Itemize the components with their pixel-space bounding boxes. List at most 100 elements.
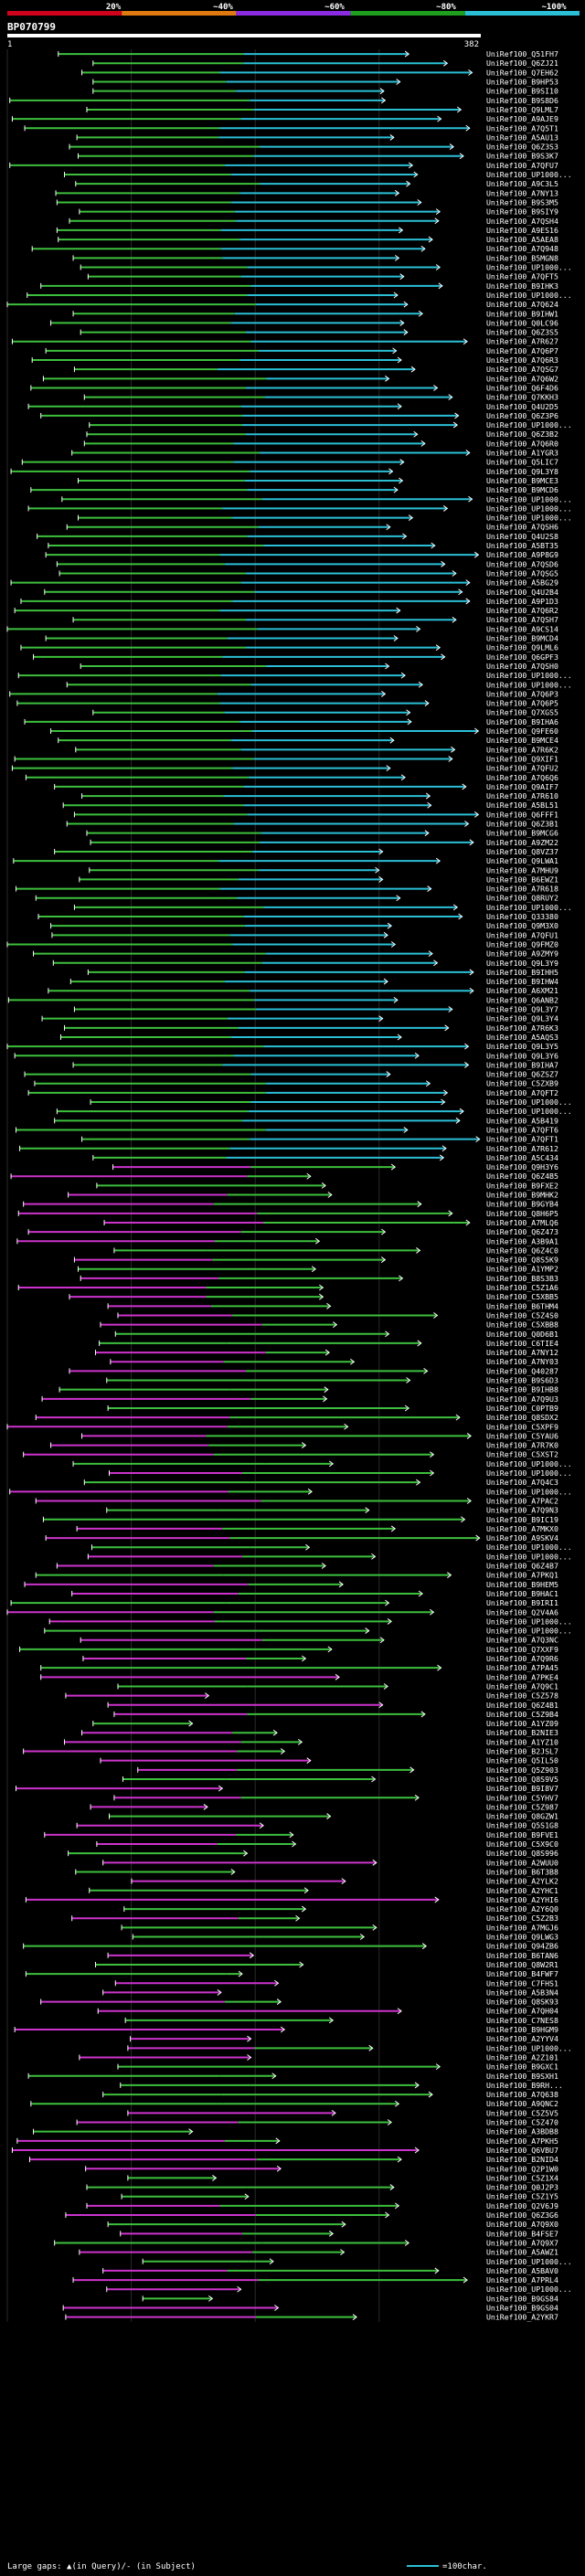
hit-label[interactable]: UniRef100_B9I8V7 <box>486 1784 558 1793</box>
hit-label[interactable]: UniRef100_Q6FFF1 <box>486 810 558 819</box>
hit-label[interactable]: UniRef100_Q8SDX2 <box>486 1413 558 1422</box>
hit-label[interactable]: UniRef100_A7QFU2 <box>486 764 558 773</box>
hit-label[interactable]: UniRef100_Q6Z473 <box>486 1227 558 1236</box>
hit-label[interactable]: UniRef100_A9CS14 <box>486 624 558 633</box>
hit-label[interactable]: UniRef100_C5Z9B4 <box>486 1710 558 1719</box>
hit-label[interactable]: UniRef100_A7Q6R0 <box>486 439 558 448</box>
hit-label[interactable]: UniRef100_Q6Z3B2 <box>486 429 558 439</box>
hit-label[interactable]: UniRef100_A9ES16 <box>486 226 558 235</box>
hit-label[interactable]: UniRef100_UP1000... <box>486 2043 572 2052</box>
hit-label[interactable]: UniRef100_A7MLQ6 <box>486 1218 558 1227</box>
hit-label[interactable]: UniRef100_A7MHU9 <box>486 865 558 875</box>
hit-label[interactable]: UniRef100_UP1000... <box>486 1627 572 1636</box>
hit-label[interactable]: UniRef100_C5Z1Y5 <box>486 2192 558 2201</box>
hit-label[interactable]: UniRef100_A9C3L5 <box>486 179 558 188</box>
hit-label[interactable]: UniRef100_B9IHH5 <box>486 968 558 977</box>
hit-label[interactable]: UniRef100_A7Q9N3 <box>486 1506 558 1515</box>
hit-label[interactable]: UniRef100_UP1000... <box>486 1542 572 1552</box>
hit-label[interactable]: UniRef100_Q8S5K9 <box>486 1256 558 1265</box>
hit-label[interactable]: UniRef100_A7QFT5 <box>486 272 558 281</box>
hit-label[interactable]: UniRef100_Q6Z3P6 <box>486 411 558 420</box>
hit-label[interactable]: UniRef100_Q9LWG3 <box>486 1933 558 1942</box>
hit-label[interactable]: UniRef100_A7Q6W2 <box>486 374 558 383</box>
hit-label[interactable]: UniRef100_A9ZMY9 <box>486 949 558 959</box>
hit-label[interactable]: UniRef100_B9HEM5 <box>486 1580 558 1589</box>
hit-label[interactable]: UniRef100_Q5Z903 <box>486 1765 558 1775</box>
hit-label[interactable]: UniRef100_Q40287 <box>486 1366 558 1375</box>
hit-label[interactable]: UniRef100_C5YHV7 <box>486 1793 558 1802</box>
hit-label[interactable]: UniRef100_C5X9C0 <box>486 1839 558 1849</box>
hit-label[interactable]: UniRef100_UP1000... <box>486 2284 572 2294</box>
hit-label[interactable]: UniRef100_A7QSH4 <box>486 217 558 226</box>
hit-label[interactable]: UniRef100_B2NIE3 <box>486 1728 558 1737</box>
hit-label[interactable]: UniRef100_Q6ZSZ7 <box>486 1070 558 1079</box>
hit-label[interactable]: UniRef100_B9MHK2 <box>486 1191 558 1200</box>
hit-label[interactable]: UniRef100_A7Q6R2 <box>486 606 558 615</box>
hit-label[interactable]: UniRef100_B9MCE3 <box>486 476 558 485</box>
hit-label[interactable]: UniRef100_B9MCD6 <box>486 485 558 494</box>
hit-label[interactable]: UniRef100_UP1000... <box>486 671 572 680</box>
hit-label[interactable]: UniRef100_UP1000... <box>486 1487 572 1496</box>
hit-label[interactable]: UniRef100_B6T3B8 <box>486 1867 558 1876</box>
hit-label[interactable]: UniRef100_A5AU13 <box>486 133 558 142</box>
hit-label[interactable]: UniRef100_C7NES8 <box>486 2016 558 2025</box>
hit-label[interactable]: UniRef100_B9FVE1 <box>486 1830 558 1839</box>
hit-label[interactable]: UniRef100_B9SXH1 <box>486 2072 558 2081</box>
hit-label[interactable]: UniRef100_A7NY12 <box>486 1348 558 1357</box>
hit-label[interactable]: UniRef100_B9HGM9 <box>486 2025 558 2034</box>
hit-label[interactable]: UniRef100_Q9FMZ0 <box>486 939 558 949</box>
hit-label[interactable]: UniRef100_B9MCE4 <box>486 736 558 745</box>
hit-label[interactable]: UniRef100_B4FSE7 <box>486 2229 558 2238</box>
hit-label[interactable]: UniRef100_UP1000... <box>486 1468 572 1478</box>
hit-label[interactable]: UniRef100_Q6Z3S5 <box>486 328 558 337</box>
hit-label[interactable]: UniRef100_A7QSH7 <box>486 615 558 624</box>
hit-label[interactable]: UniRef100_A7QH04 <box>486 2007 558 2016</box>
hit-label[interactable]: UniRef100_Q8W2R1 <box>486 1960 558 1969</box>
hit-label[interactable]: UniRef100_UP1000... <box>486 1459 572 1468</box>
hit-label[interactable]: UniRef100_C5XBB5 <box>486 1292 558 1301</box>
hit-label[interactable]: UniRef100_B6THM4 <box>486 1301 558 1310</box>
hit-label[interactable]: UniRef100_A7MGJ6 <box>486 1923 558 1932</box>
hit-label[interactable]: UniRef100_A5BT35 <box>486 541 558 550</box>
hit-label[interactable]: UniRef100_B9IHA7 <box>486 1060 558 1069</box>
hit-label[interactable]: UniRef100_A7Q948 <box>486 244 558 253</box>
hit-label[interactable]: UniRef100_Q6GPF3 <box>486 652 558 662</box>
hit-label[interactable]: UniRef100_A7PKE4 <box>486 1672 558 1681</box>
hit-label[interactable]: UniRef100_UP1000... <box>486 1617 572 1626</box>
hit-label[interactable]: UniRef100_A7PKH5 <box>486 2136 558 2146</box>
hit-label[interactable]: UniRef100_Q9L3Y8 <box>486 467 558 476</box>
hit-label[interactable]: UniRef100_A2Z101 <box>486 2052 558 2062</box>
hit-label[interactable]: UniRef100_Q6ANB2 <box>486 995 558 1004</box>
hit-label[interactable]: UniRef100_Q9LML6 <box>486 643 558 652</box>
hit-label[interactable]: UniRef100_B9S3M5 <box>486 197 558 207</box>
hit-label[interactable]: UniRef100_B8S3B3 <box>486 1274 558 1283</box>
hit-label[interactable]: UniRef100_A2YHI6 <box>486 1895 558 1904</box>
hit-label[interactable]: UniRef100_A7Q9X0 <box>486 2220 558 2229</box>
hit-label[interactable]: UniRef100_B9IHW1 <box>486 309 558 318</box>
hit-label[interactable]: UniRef100_UP1000... <box>486 263 572 272</box>
hit-label[interactable]: UniRef100_Q9XIF1 <box>486 754 558 763</box>
hit-label[interactable]: UniRef100_B9GYB4 <box>486 1200 558 1209</box>
hit-label[interactable]: UniRef100_Q8S9V5 <box>486 1775 558 1784</box>
hit-label[interactable]: UniRef100_B9S8D6 <box>486 96 558 105</box>
hit-label[interactable]: UniRef100_B9HAC1 <box>486 1589 558 1598</box>
hit-label[interactable]: UniRef100_A7QSH0 <box>486 662 558 671</box>
hit-label[interactable]: UniRef100_B9GS84 <box>486 2294 558 2303</box>
hit-label[interactable]: UniRef100_C5Z5V5 <box>486 2108 558 2117</box>
hit-label[interactable]: UniRef100_A7Q9C1 <box>486 1681 558 1691</box>
hit-label[interactable]: UniRef100_Q4U2B4 <box>486 588 558 597</box>
hit-label[interactable]: UniRef100_A7Q9X7 <box>486 2238 558 2247</box>
hit-label[interactable]: UniRef100_A7Q5T1 <box>486 123 558 133</box>
hit-label[interactable]: UniRef100_UP1000... <box>486 903 572 912</box>
hit-label[interactable]: UniRef100_A2Y6Q0 <box>486 1904 558 1913</box>
hit-label[interactable]: UniRef100_Q9M3X0 <box>486 921 558 930</box>
hit-label[interactable]: UniRef100_A7Q6Q6 <box>486 773 558 782</box>
hit-label[interactable]: UniRef100_A7R612 <box>486 1144 558 1153</box>
hit-label[interactable]: UniRef100_A7Q6P7 <box>486 346 558 355</box>
hit-label[interactable]: UniRef100_B9FXE2 <box>486 1181 558 1190</box>
hit-label[interactable]: UniRef100_Q6Z3G6 <box>486 2210 558 2220</box>
hit-label[interactable]: UniRef100_A2YLK2 <box>486 1877 558 1886</box>
hit-label[interactable]: UniRef100_A5B419 <box>486 1116 558 1125</box>
hit-label[interactable]: UniRef100_C7FHS1 <box>486 1978 558 1988</box>
hit-label[interactable]: UniRef100_B6EWZ1 <box>486 875 558 884</box>
